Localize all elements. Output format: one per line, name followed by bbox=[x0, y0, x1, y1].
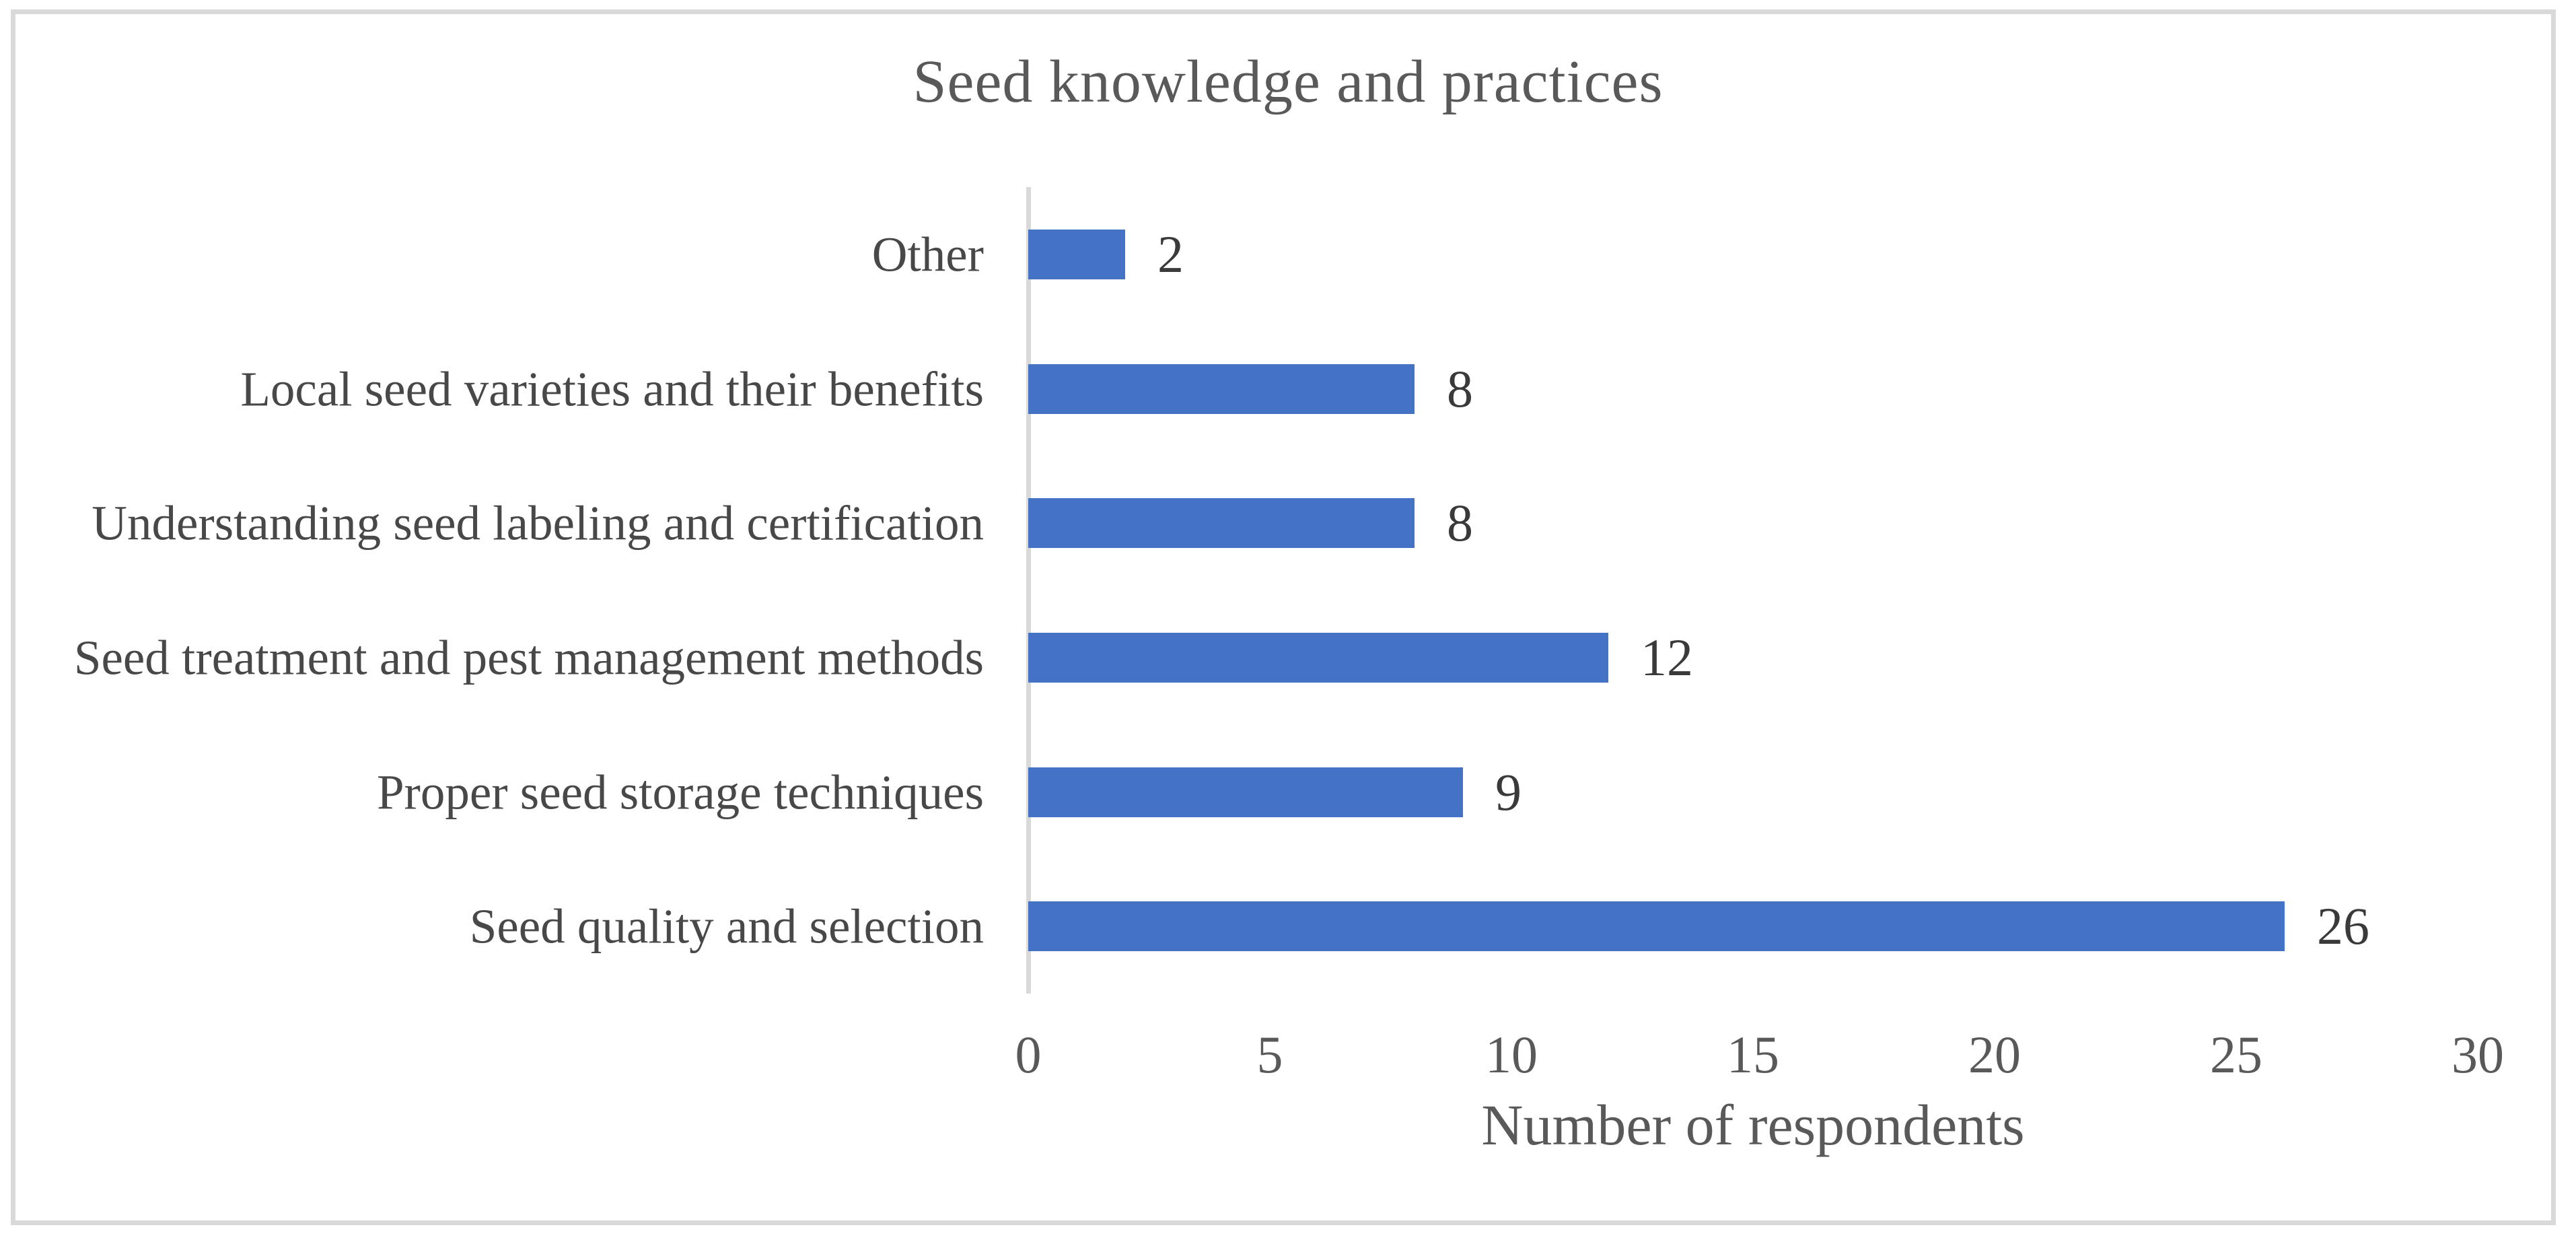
x-axis-title: Number of respondents bbox=[1481, 1093, 2025, 1157]
chart-frame bbox=[11, 9, 2556, 1225]
chart-title: Seed knowledge and practices bbox=[913, 48, 1663, 115]
